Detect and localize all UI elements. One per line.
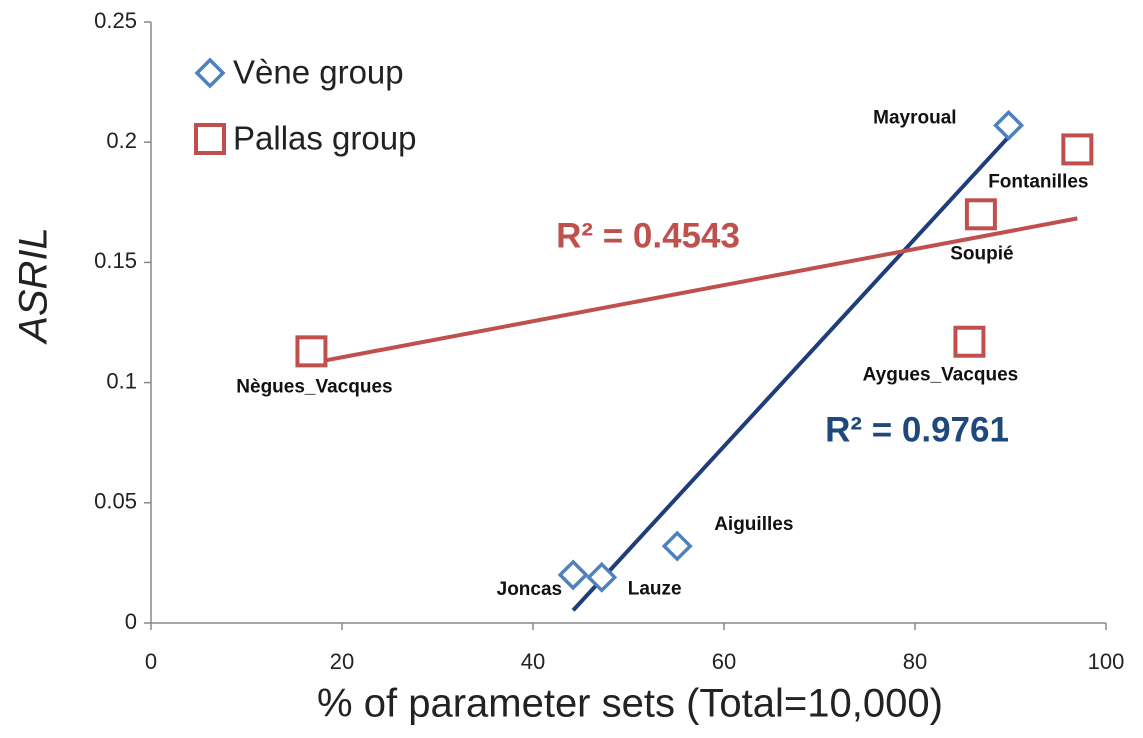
point-label: Lauze (628, 578, 682, 599)
y-tick-label: 0.05 (94, 489, 137, 514)
point (661, 530, 693, 562)
trend-line (571, 135, 1011, 612)
legend-label: Pallas group (233, 120, 416, 157)
point-label: Nègues_Vacques (236, 376, 392, 397)
x-tick-label: 40 (521, 649, 545, 674)
point (964, 198, 997, 231)
x-tick-label: 80 (903, 649, 927, 674)
x-tick-label: 100 (1088, 649, 1125, 674)
y-tick-label: 0 (125, 609, 137, 634)
point (953, 325, 986, 358)
annotation: R² = 0.4543 (556, 216, 740, 255)
legend-label: Vène group (233, 54, 404, 91)
point-label: Aygues_Vacques (863, 365, 1019, 386)
point (557, 559, 589, 591)
x-tick-label: 60 (712, 649, 736, 674)
annotation: R² = 0.9761 (825, 410, 1009, 449)
point-label: Soupié (950, 243, 1013, 264)
trend-line (311, 216, 1078, 366)
point (993, 109, 1025, 141)
y-axis-label: ASRIL (12, 227, 56, 345)
x-axis-label: % of parameter sets (Total=10,000) (317, 682, 943, 726)
point (586, 561, 618, 593)
y-tick-label: 0.2 (106, 128, 137, 153)
x-tick-label: 20 (330, 649, 354, 674)
x-tick-label: 0 (145, 649, 157, 674)
point-label: Joncas (497, 579, 562, 600)
legend-marker (194, 57, 226, 89)
point-label: Fontanilles (988, 171, 1088, 192)
y-tick-label: 0.1 (106, 368, 137, 393)
point-label: Aiguilles (714, 514, 793, 535)
point (295, 335, 328, 368)
y-tick-label: 0.25 (94, 8, 137, 33)
y-tick-label: 0.15 (94, 248, 137, 273)
legend-marker (194, 123, 226, 155)
point-label: Mayroual (873, 107, 956, 128)
point (1061, 133, 1094, 166)
